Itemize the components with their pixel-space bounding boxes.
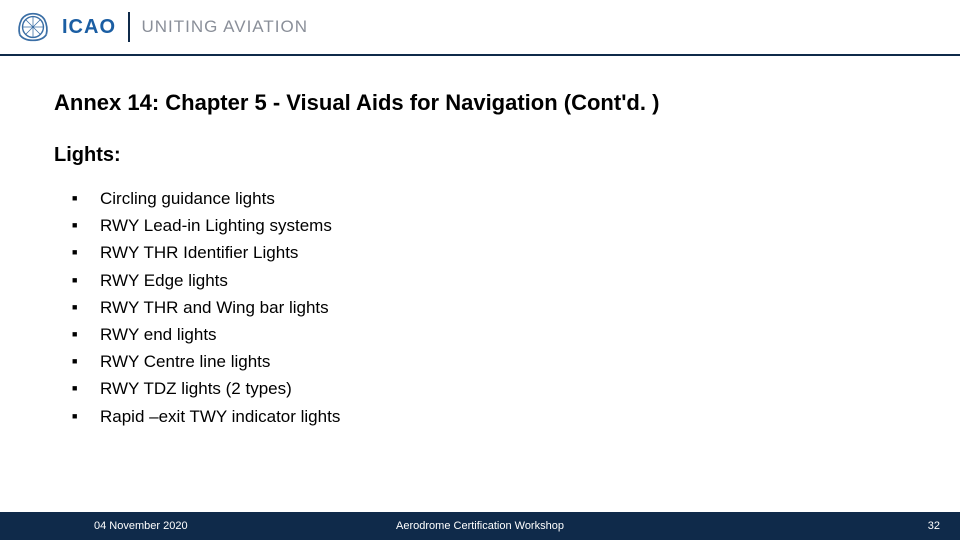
footer-bar: 04 November 2020 Aerodrome Certification…	[0, 512, 960, 540]
list-item: RWY TDZ lights (2 types)	[100, 375, 906, 402]
footer-page-number: 32	[928, 520, 940, 532]
icao-emblem-icon	[14, 8, 52, 46]
list-item: RWY end lights	[100, 321, 906, 348]
list-item: RWY Lead-in Lighting systems	[100, 212, 906, 239]
page-title: Annex 14: Chapter 5 - Visual Aids for Na…	[54, 90, 906, 116]
section-subtitle: Lights:	[54, 144, 906, 167]
list-item: Circling guidance lights	[100, 185, 906, 212]
bullet-list: Circling guidance lights RWY Lead-in Lig…	[54, 185, 906, 430]
org-abbrev: ICAO	[62, 16, 116, 39]
content-area: Annex 14: Chapter 5 - Visual Aids for Na…	[0, 56, 960, 430]
header-separator	[128, 12, 130, 42]
list-item: RWY Centre line lights	[100, 348, 906, 375]
list-item: RWY Edge lights	[100, 267, 906, 294]
logo-block: ICAO	[14, 8, 116, 46]
list-item: RWY THR and Wing bar lights	[100, 294, 906, 321]
slide: ICAO UNITING AVIATION Annex 14: Chapter …	[0, 0, 960, 540]
footer-date: 04 November 2020	[94, 520, 188, 532]
tagline: UNITING AVIATION	[142, 17, 309, 37]
header-bar: ICAO UNITING AVIATION	[0, 0, 960, 56]
list-item: RWY THR Identifier Lights	[100, 239, 906, 266]
list-item: Rapid –exit TWY indicator lights	[100, 403, 906, 430]
